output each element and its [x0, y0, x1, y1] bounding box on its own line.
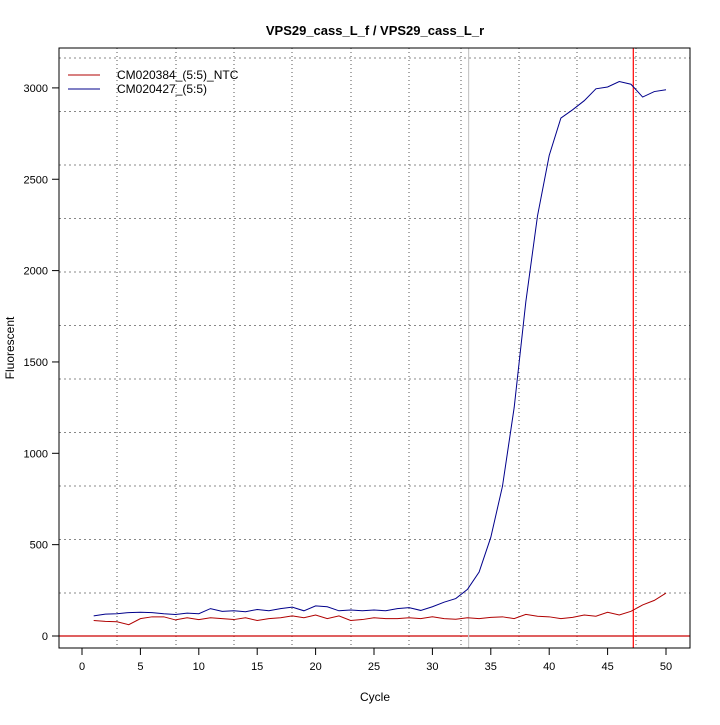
x-tick-label: 20 [309, 661, 321, 673]
legend-label: CM020384_(5:5)_NTC [117, 68, 239, 82]
x-tick-label: 15 [251, 661, 263, 673]
x-tick-label: 5 [137, 661, 143, 673]
x-tick-label: 0 [79, 661, 85, 673]
y-tick-label: 3000 [24, 83, 48, 95]
y-tick-label: 500 [30, 540, 48, 552]
y-tick-label: 2500 [24, 174, 48, 186]
series-line-1 [93, 80, 667, 617]
x-tick-label: 45 [601, 661, 613, 673]
x-tick-label: 50 [660, 661, 672, 673]
y-tick-label: 1000 [24, 448, 48, 460]
x-tick-label: 40 [543, 661, 555, 673]
x-tick-label: 25 [368, 661, 380, 673]
x-tick-label: 10 [193, 661, 205, 673]
legend-label: CM020427_(5:5) [117, 82, 207, 96]
y-tick-label: 2000 [24, 266, 48, 278]
plot-frame [58, 47, 691, 649]
x-axis-label: Cycle [360, 690, 390, 704]
y-tick-label: 1500 [24, 357, 48, 369]
x-tick-label: 35 [485, 661, 497, 673]
y-tick-label: 0 [42, 631, 48, 643]
y-axis-label: Fluorescent [3, 316, 17, 379]
x-tick-label: 30 [426, 661, 438, 673]
chart-title: VPS29_cass_L_f / VPS29_cass_L_r [266, 23, 484, 38]
series-line-0 [93, 592, 667, 626]
